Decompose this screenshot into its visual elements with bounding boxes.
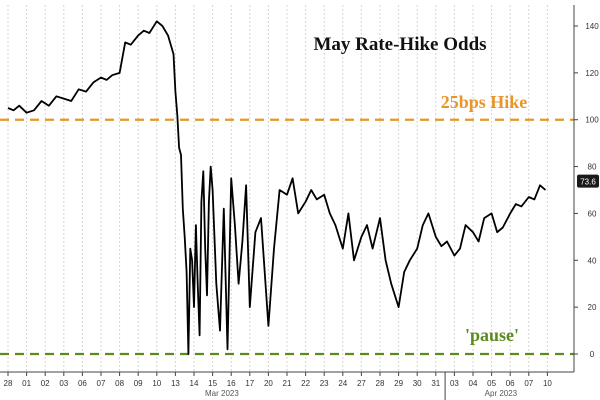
y-tick-label: 60: [588, 209, 597, 218]
y-tick-label: 40: [588, 256, 597, 265]
x-tick-label: 01: [22, 379, 31, 388]
last-value-text: 73.6: [580, 178, 596, 187]
month-label: Apr 2023: [485, 389, 518, 398]
x-tick-label: 03: [450, 379, 459, 388]
x-tick-label: 28: [4, 379, 13, 388]
x-tick-label: 15: [208, 379, 217, 388]
series-line: [7, 20, 547, 355]
hike-annotation: 25bps Hike: [441, 92, 528, 112]
x-tick-label: 21: [283, 379, 292, 388]
x-tick-label: 17: [245, 379, 254, 388]
x-tick-label: 06: [78, 379, 87, 388]
month-label: Mar 2023: [205, 389, 239, 398]
y-tick-label: 100: [585, 116, 599, 125]
x-tick-label: 10: [543, 379, 552, 388]
x-tick-label: 10: [152, 379, 161, 388]
x-tick-label: 31: [431, 379, 440, 388]
x-tick-label: 05: [487, 379, 496, 388]
x-tick-label: 30: [413, 379, 422, 388]
vertical-grid: [7, 5, 548, 372]
x-tick-label: 23: [320, 379, 329, 388]
x-tick-label: 03: [59, 379, 68, 388]
x-tick-label: 09: [134, 379, 143, 388]
last-value-badge: 73.6: [577, 174, 599, 188]
x-tick-label: 02: [41, 379, 50, 388]
x-tick-label: 04: [469, 379, 478, 388]
chart-title: May Rate-Hike Odds: [313, 34, 486, 55]
x-axis: 28 01 02 03 06 07 08 09 10 13 14 15 16 17 20 21 22 23 24 27…: [0, 371, 574, 400]
y-tick-label: 20: [588, 303, 597, 312]
x-tick-label: 16: [227, 379, 236, 388]
x-tick-label: 22: [301, 379, 310, 388]
x-tick-label: 27: [357, 379, 366, 388]
x-tick-label: 24: [338, 379, 347, 388]
x-tick-label: 07: [524, 379, 533, 388]
x-tick-label: 14: [190, 379, 199, 388]
y-tick-label: 120: [585, 69, 599, 78]
x-tick-label: 07: [97, 379, 106, 388]
x-tick-label: 13: [171, 379, 180, 388]
y-tick-label: 80: [588, 163, 597, 172]
x-tick-label: 06: [506, 379, 515, 388]
x-tick-label: 29: [394, 379, 403, 388]
y-tick-label: 0: [590, 350, 595, 359]
x-tick-label: 20: [264, 379, 273, 388]
pause-annotation: 'pause': [465, 325, 519, 345]
y-axis: 0 20 40 60 80 100 120 140: [573, 5, 599, 372]
x-tick-label: 08: [115, 379, 124, 388]
y-tick-label: 140: [585, 22, 599, 31]
x-tick-label: 28: [376, 379, 385, 388]
last-value-box: [577, 174, 599, 188]
